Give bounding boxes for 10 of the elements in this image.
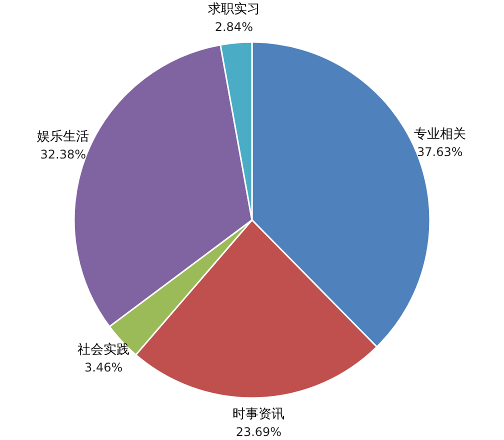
data-label: 2.84%: [214, 20, 253, 34]
slice-label: 专业相关: [414, 127, 466, 142]
slice-label: 娱乐生活: [37, 130, 90, 145]
data-label: 37.63%: [416, 145, 463, 160]
data-label: 3.46%: [84, 360, 123, 374]
data-label: 23.69%: [236, 424, 282, 439]
data-label: 32.38%: [40, 148, 86, 162]
slice-label: 求职实习: [208, 2, 260, 17]
slice-label: 社会实践: [78, 342, 130, 358]
slice-label: 时事资讯: [232, 406, 285, 422]
